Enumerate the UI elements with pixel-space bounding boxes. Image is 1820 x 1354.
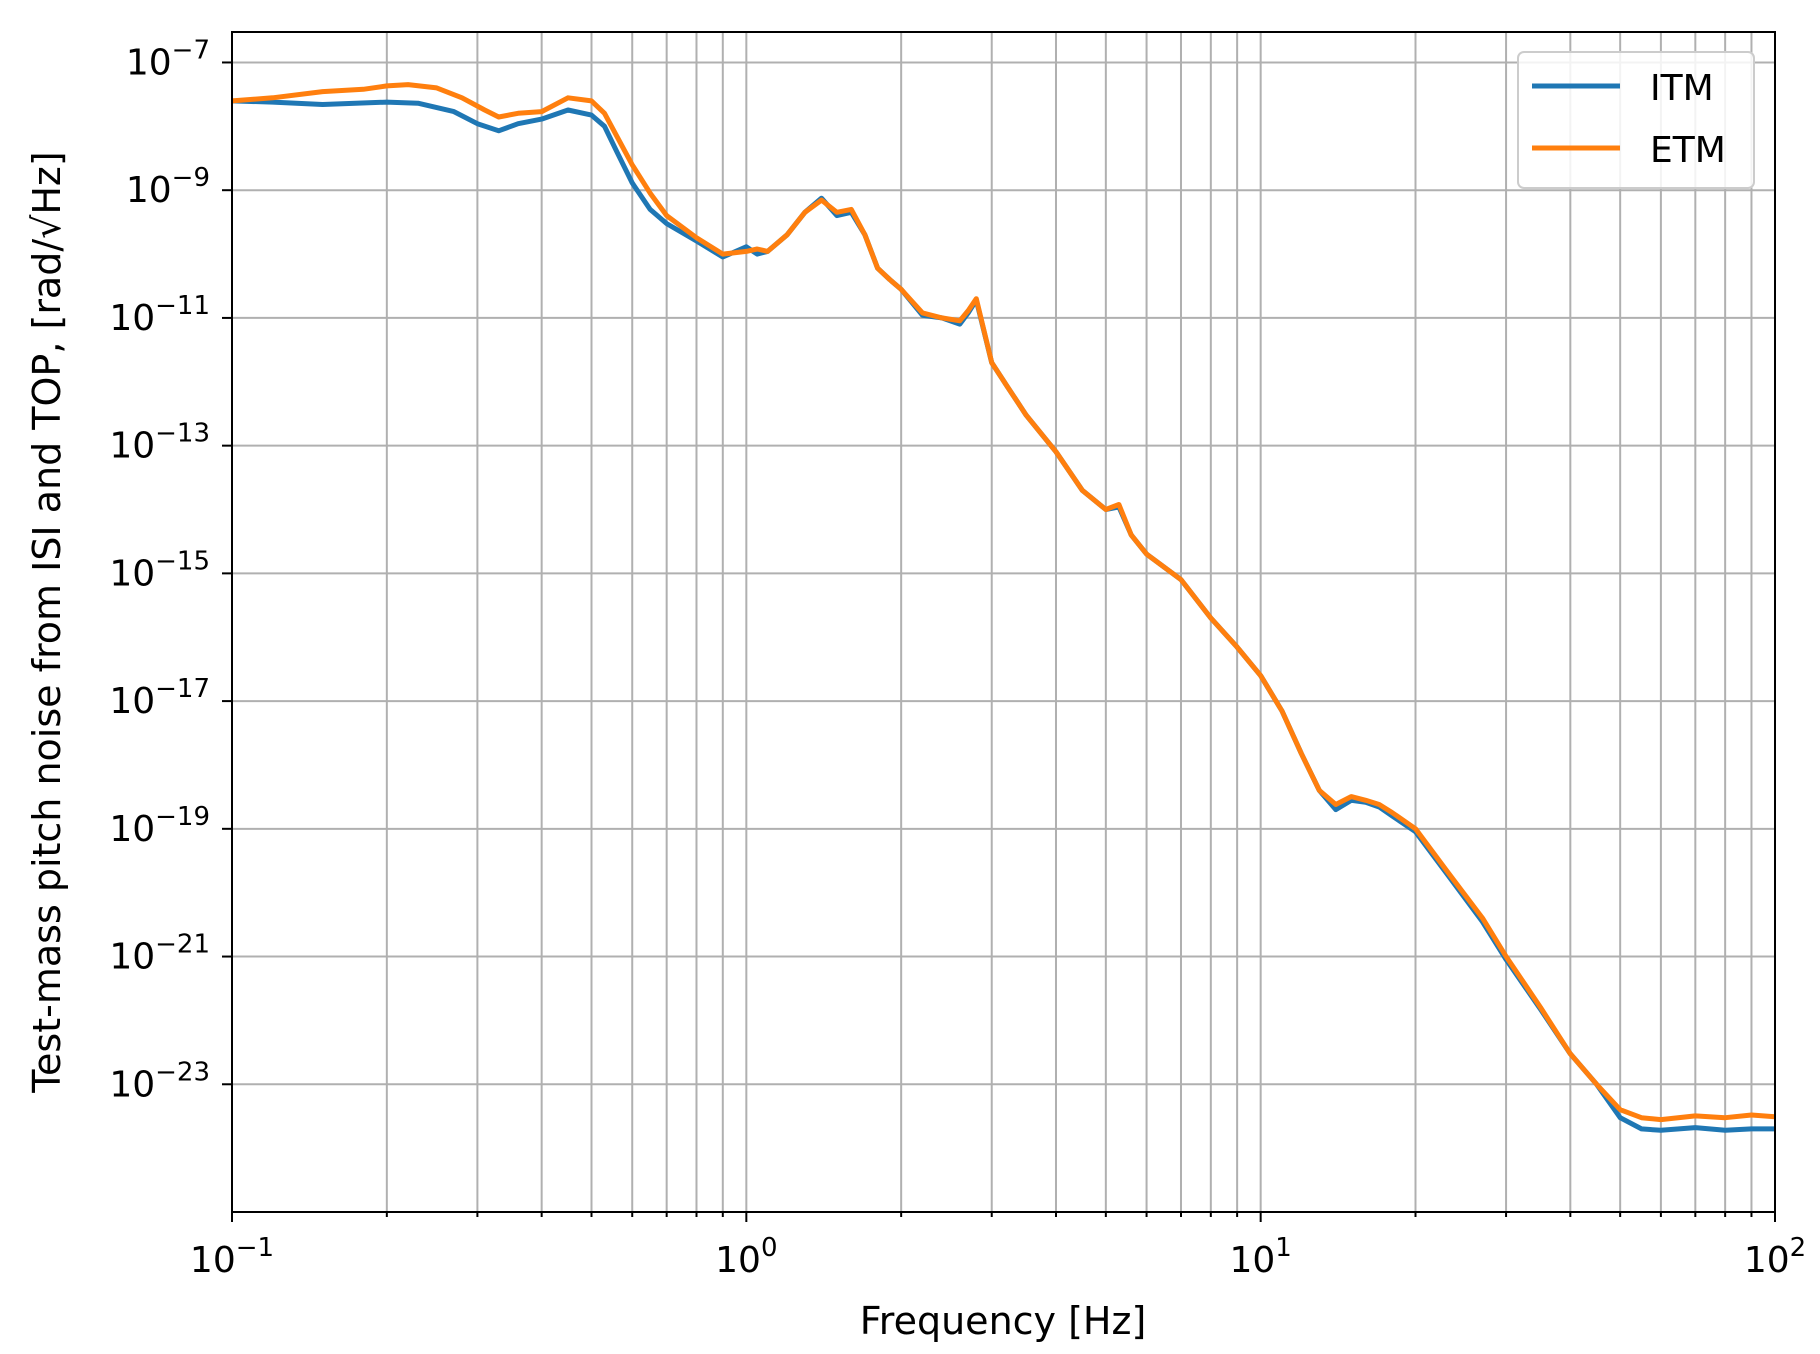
x-tick-label: 102 xyxy=(1744,1233,1806,1281)
x-tick-label: 100 xyxy=(715,1233,777,1281)
plot-area xyxy=(232,82,1775,1133)
plot-frame xyxy=(231,31,1776,1213)
x-tick-label: 10−1 xyxy=(190,1233,274,1281)
series-line-etm xyxy=(232,82,1775,1123)
x-tick-label: 101 xyxy=(1229,1233,1291,1281)
y-tick-label: 10−7 xyxy=(126,35,210,83)
legend-label-etm: ETM xyxy=(1650,130,1726,171)
y-tick-label: 10−17 xyxy=(109,674,210,722)
x-axis-label: Frequency [Hz] xyxy=(860,1299,1147,1343)
y-axis-label: Test-mass pitch noise from ISI and TOP, … xyxy=(25,151,69,1093)
legend: ITM ETM xyxy=(1517,51,1755,189)
y-tick-label: 10−23 xyxy=(109,1057,210,1105)
ticks xyxy=(222,61,1776,1222)
tick-labels: 10−1 100 101 102 10−23 10−21 10−19 10−17 10−15 10… xyxy=(109,35,1806,1281)
y-tick-label: 10−11 xyxy=(109,291,210,339)
y-tick-label: 10−13 xyxy=(109,419,210,467)
y-tick-label: 10−9 xyxy=(126,163,210,211)
y-tick-label: 10−19 xyxy=(109,802,210,850)
y-tick-label: 10−21 xyxy=(109,930,210,978)
grid xyxy=(231,32,1775,1212)
y-tick-label: 10−15 xyxy=(109,546,210,594)
legend-label-itm: ITM xyxy=(1650,68,1714,109)
series-lines xyxy=(232,82,1775,1133)
